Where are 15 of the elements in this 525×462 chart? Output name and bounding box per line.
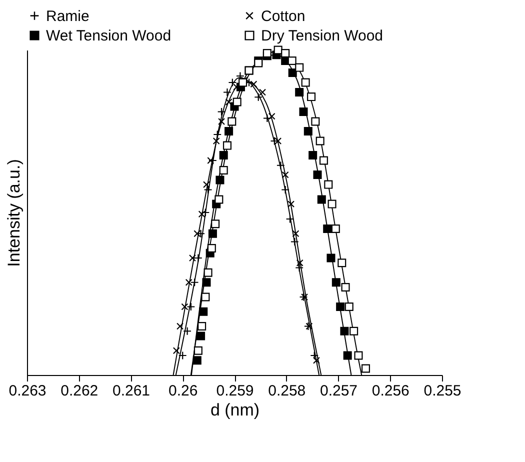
x-tick-label: 0.259 <box>216 382 254 400</box>
y-axis-title: Intensity (a.u.) <box>4 159 24 267</box>
x-tick-label: 0.262 <box>60 382 98 400</box>
x-tick-label: 0.26 <box>168 382 198 400</box>
legend-label: Cotton <box>261 8 306 25</box>
legend-label: Ramie <box>46 8 90 25</box>
x-tick-label: 0.258 <box>268 382 306 400</box>
x-tick-label: 0.261 <box>112 382 150 400</box>
x-tick-label: 0.263 <box>8 382 46 400</box>
legend-label: Dry Tension Wood <box>261 28 384 44</box>
legend-label: Wet Tension Wood <box>46 28 172 44</box>
x-axis-title: d (nm) <box>210 400 260 420</box>
x-tick-label: 0.256 <box>372 382 410 400</box>
x-tick-label: 0.255 <box>424 382 462 400</box>
x-tick-label: 0.257 <box>320 382 358 400</box>
